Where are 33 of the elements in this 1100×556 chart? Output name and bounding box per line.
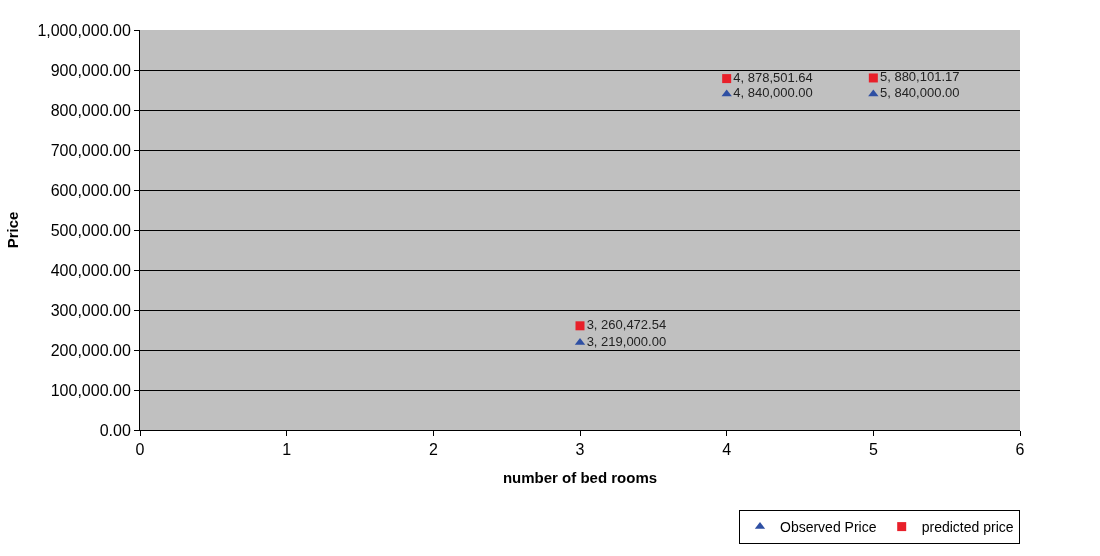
- data-label: 3, 260,472.54: [586, 317, 667, 333]
- x-tick-label: 3: [575, 441, 585, 459]
- y-tick-label: 1,000,000.00: [37, 21, 131, 39]
- x-tick-label: 4: [722, 441, 732, 459]
- y-tick-label: 500,000.00: [50, 221, 131, 239]
- y-tick-label: 900,000.00: [50, 61, 131, 79]
- x-tick-label: 0: [135, 441, 145, 459]
- legend-label: predicted price: [921, 519, 1014, 536]
- x-axis-title: number of bed rooms: [502, 469, 658, 487]
- x-tick-label: 5: [868, 441, 878, 459]
- y-tick-label: 200,000.00: [50, 341, 131, 359]
- data-label: 3, 219,000.00: [586, 333, 667, 349]
- y-tick-label: 0.00: [99, 421, 131, 439]
- y-tick-label: 100,000.00: [50, 381, 131, 399]
- data-label: 5, 840,000.00: [879, 85, 960, 101]
- y-axis-title: Price: [3, 211, 21, 249]
- y-tick-label: 800,000.00: [50, 101, 131, 119]
- x-tick-label: 2: [428, 441, 438, 459]
- legend-label: Observed Price: [780, 519, 877, 536]
- point: [575, 321, 585, 331]
- data-label: 4, 840,000.00: [733, 85, 813, 101]
- y-tick-label: 400,000.00: [50, 261, 131, 279]
- point: [721, 89, 732, 97]
- y-tick-label: 600,000.00: [50, 181, 131, 199]
- point: [722, 74, 732, 84]
- data-label: 4, 878,501.64: [733, 69, 813, 85]
- data-label: 5, 880,101.17: [879, 69, 960, 85]
- point: [868, 89, 879, 97]
- x-tick-label: 1: [282, 441, 292, 459]
- x-tick-label: 6: [1015, 441, 1025, 459]
- y-tick-label: 700,000.00: [50, 141, 131, 159]
- y-tick-label: 300,000.00: [50, 301, 131, 319]
- point: [868, 73, 878, 83]
